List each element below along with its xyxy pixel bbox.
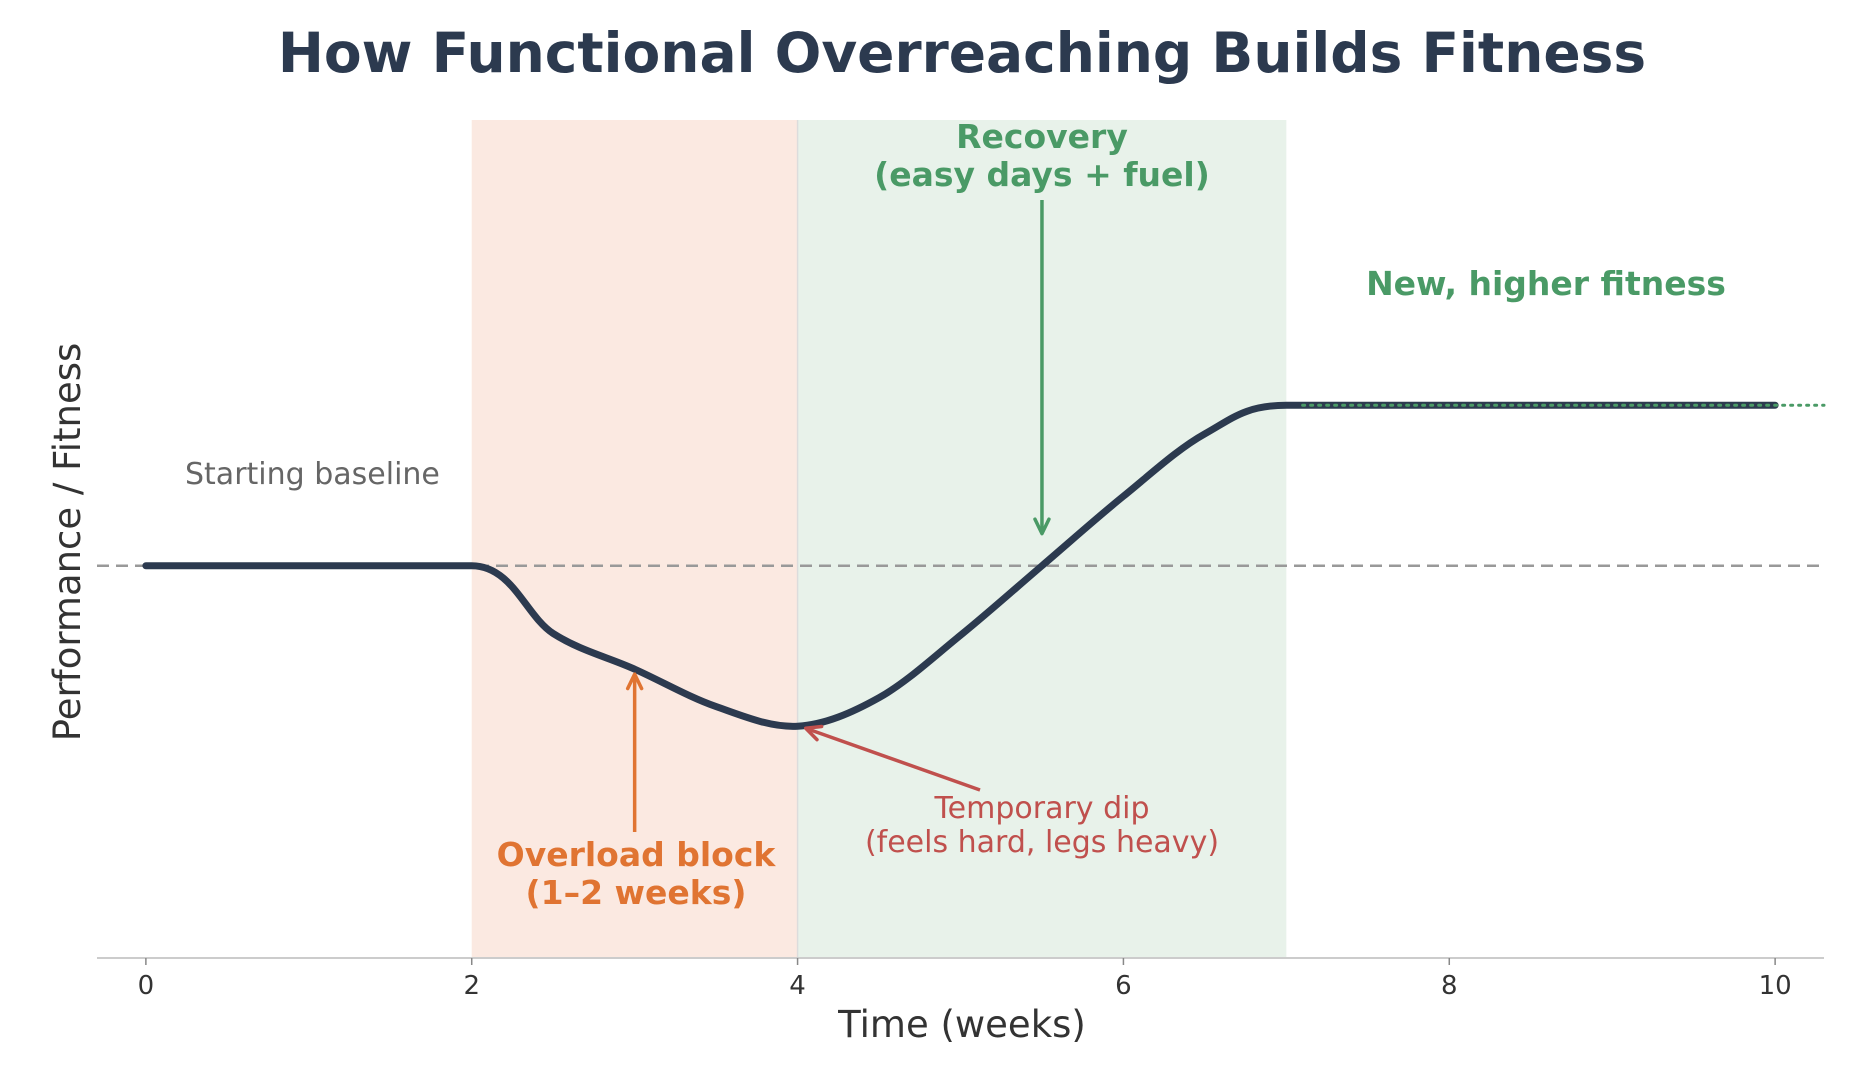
recovery-arrow-head <box>1033 517 1051 536</box>
fitness-curve-line <box>142 401 1779 730</box>
annotation-arrows <box>625 200 1051 832</box>
annotation-baseline: Starting baseline <box>185 457 440 492</box>
overload-arrow-head <box>625 672 644 691</box>
annotation-overload-line-2: (1–2 weeks) <box>526 873 747 912</box>
annotation-new-fitness: New, higher fitness <box>1366 264 1726 303</box>
annotation-dip-line-2: (feels hard, legs heavy) <box>865 825 1219 860</box>
annotation-dip-line-1: Temporary dip <box>933 791 1149 826</box>
annotation-recovery-line-1: Recovery <box>956 117 1128 156</box>
axes: 0 2 4 6 8 10 <box>97 957 1824 1001</box>
annotation-overload-line-1: Overload block <box>497 835 777 874</box>
series-layer <box>142 401 1826 730</box>
x-axis-label: Time (weeks) <box>837 1003 1086 1046</box>
chart-title: How Functional Overreaching Builds Fitne… <box>278 21 1646 85</box>
x-tick-label: 0 <box>138 971 155 1001</box>
shaded-region-overload <box>471 120 798 958</box>
x-tick-label: 4 <box>789 971 806 1001</box>
dip-arrow-head <box>803 724 824 742</box>
annotation-recovery-line-2: (easy days + fuel) <box>874 155 1210 194</box>
x-tick-label: 6 <box>1115 971 1132 1001</box>
y-axis-label: Performance / Fitness <box>46 343 89 742</box>
x-tick-label: 10 <box>1759 971 1792 1001</box>
dip-arrow-shaft <box>805 726 981 792</box>
x-tick-label: 2 <box>463 971 480 1001</box>
x-tick-label: 8 <box>1441 971 1458 1001</box>
